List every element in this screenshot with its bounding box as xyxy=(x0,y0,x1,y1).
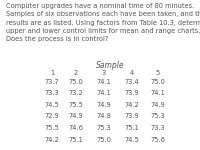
Text: 73.9: 73.9 xyxy=(125,113,139,119)
Text: 75.0: 75.0 xyxy=(69,79,83,85)
Text: 3: 3 xyxy=(102,70,106,76)
Text: 75.5: 75.5 xyxy=(45,125,59,131)
Text: 5: 5 xyxy=(156,70,160,76)
Text: 1: 1 xyxy=(50,70,54,76)
Text: 75.0: 75.0 xyxy=(151,79,165,85)
Text: 74.2: 74.2 xyxy=(125,102,139,108)
Text: 74.8: 74.8 xyxy=(97,113,111,119)
Text: 74.9: 74.9 xyxy=(151,102,165,108)
Text: 74.1: 74.1 xyxy=(97,79,111,85)
Text: Computer upgrades have a nominal time of 80 minutes.
Samples of six observations: Computer upgrades have a nominal time of… xyxy=(6,3,200,42)
Text: 73.4: 73.4 xyxy=(125,79,139,85)
Text: 73.3: 73.3 xyxy=(45,90,59,96)
Text: 74.5: 74.5 xyxy=(125,136,139,142)
Text: 73.9: 73.9 xyxy=(125,90,139,96)
Text: 74.6: 74.6 xyxy=(69,125,83,131)
Text: 75.5: 75.5 xyxy=(69,102,83,108)
Text: 74.1: 74.1 xyxy=(151,90,165,96)
Text: 74.9: 74.9 xyxy=(69,113,83,119)
Text: 74.1: 74.1 xyxy=(97,90,111,96)
Text: 2: 2 xyxy=(74,70,78,76)
Text: 4: 4 xyxy=(130,70,134,76)
Text: Sample: Sample xyxy=(96,61,124,70)
Text: 73.3: 73.3 xyxy=(151,125,165,131)
Text: 75.0: 75.0 xyxy=(97,136,111,142)
Text: 73.2: 73.2 xyxy=(69,90,83,96)
Text: 74.9: 74.9 xyxy=(97,102,111,108)
Text: 72.9: 72.9 xyxy=(45,113,59,119)
Text: 75.6: 75.6 xyxy=(151,136,165,142)
Text: 75.1: 75.1 xyxy=(125,125,139,131)
Text: 74.5: 74.5 xyxy=(45,102,59,108)
Text: 75.3: 75.3 xyxy=(151,113,165,119)
Text: 75.3: 75.3 xyxy=(97,125,111,131)
Text: 73.7: 73.7 xyxy=(45,79,59,85)
Text: 75.1: 75.1 xyxy=(69,136,83,142)
Text: 74.2: 74.2 xyxy=(45,136,59,142)
